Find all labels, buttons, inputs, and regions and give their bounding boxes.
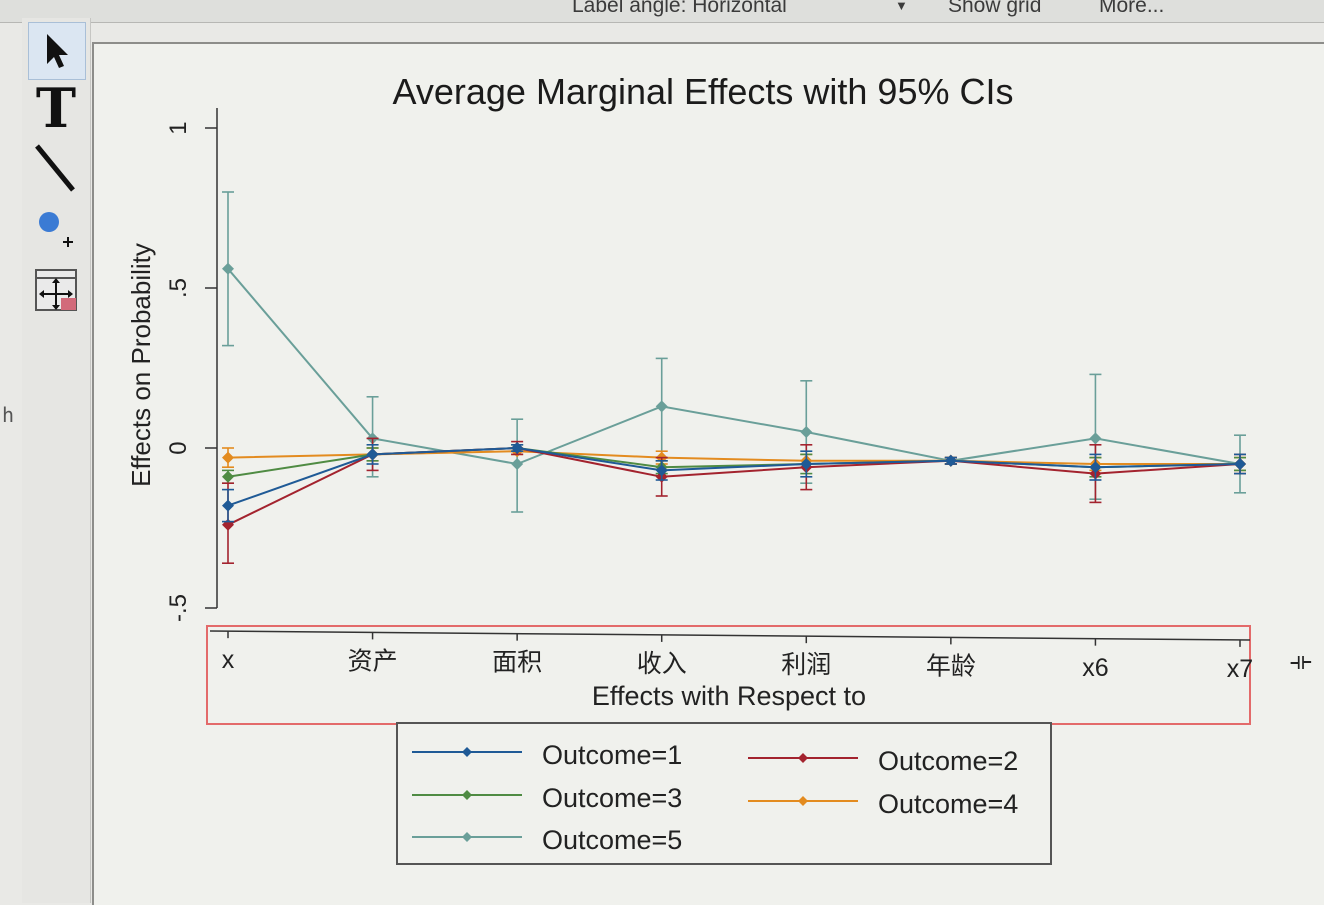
y-axis-title[interactable]: Effects on Probability bbox=[126, 243, 156, 487]
y-tick-label: 0 bbox=[165, 441, 192, 454]
x-axis-title[interactable]: Effects with Respect to bbox=[592, 681, 866, 711]
x-tick-label: x7 bbox=[1227, 655, 1253, 683]
x-tick-label: 资产 bbox=[348, 647, 398, 675]
series-line bbox=[227, 446, 1241, 507]
x-tick-label: x bbox=[222, 646, 235, 674]
series-layer bbox=[222, 191, 1246, 565]
x-tick-label: 年龄 bbox=[926, 653, 976, 681]
top-toolbar: Label angle: Horizontal ▼ Show grid More… bbox=[0, 0, 1324, 23]
show-grid-checkbox[interactable]: Show grid bbox=[948, 0, 1042, 17]
sidebar-fragment: h bbox=[2, 403, 15, 427]
marker-tool[interactable] bbox=[28, 200, 84, 256]
data-point bbox=[655, 400, 668, 413]
data-point bbox=[222, 262, 234, 275]
arrow-pointer-icon bbox=[47, 34, 68, 68]
legend-item-outcome-5[interactable]: Outcome=5 bbox=[412, 825, 682, 855]
series-outcome-1 bbox=[222, 442, 1246, 523]
x-tick-label: 利润 bbox=[781, 651, 831, 679]
data-point bbox=[222, 499, 234, 512]
legend-marker bbox=[798, 796, 808, 806]
x-tick-label: 面积 bbox=[492, 649, 542, 677]
data-point bbox=[800, 458, 813, 470]
legend-label: Outcome=5 bbox=[542, 825, 682, 855]
data-point bbox=[1089, 461, 1102, 474]
x-tick-label: 收入 bbox=[637, 650, 687, 678]
move-icon bbox=[35, 269, 77, 311]
data-point bbox=[366, 448, 379, 461]
legend-item-outcome-2[interactable]: Outcome=2 bbox=[748, 746, 1018, 776]
more-button[interactable]: More... bbox=[1099, 0, 1165, 17]
legend-label: Outcome=2 bbox=[878, 746, 1018, 776]
pointer-tool[interactable] bbox=[28, 22, 86, 80]
chart-title[interactable]: Average Marginal Effects with 95% CIs bbox=[393, 71, 1014, 112]
legend-item-outcome-4[interactable]: Outcome=4 bbox=[748, 789, 1018, 819]
data-point bbox=[944, 454, 957, 467]
y-axis-ticks: -.5 0 .5 1 bbox=[165, 121, 217, 622]
data-point bbox=[511, 458, 524, 470]
legend-marker bbox=[798, 753, 808, 763]
legend-label: Outcome=3 bbox=[542, 783, 682, 813]
x-axis-ticks: x 资产 面积 收入 利润 年龄 x6 x7 bbox=[222, 631, 1253, 683]
legend: Outcome=1 Outcome=2 Outcome=3 Outcome=4 Outc… bbox=[412, 740, 1018, 855]
resize-handle-icon[interactable]: ⟛ bbox=[1290, 648, 1312, 675]
data-point bbox=[655, 464, 668, 477]
legend-item-outcome-1[interactable]: Outcome=1 bbox=[412, 740, 682, 770]
series-line bbox=[227, 268, 1241, 466]
legend-label: Outcome=4 bbox=[878, 789, 1018, 819]
legend-marker bbox=[462, 832, 472, 842]
data-point bbox=[511, 442, 524, 454]
add-marker-icon bbox=[39, 212, 73, 247]
x-tick-label: x6 bbox=[1082, 654, 1108, 682]
text-tool[interactable]: T bbox=[28, 76, 84, 140]
legend-marker bbox=[462, 790, 472, 800]
graph-editor-toolbar: T bbox=[22, 18, 91, 903]
x-axis-line bbox=[209, 630, 1251, 641]
chevron-down-icon[interactable]: ▼ bbox=[895, 0, 908, 13]
data-point bbox=[222, 470, 234, 483]
legend-item-outcome-3[interactable]: Outcome=3 bbox=[412, 783, 682, 813]
data-point bbox=[1089, 432, 1102, 445]
data-point bbox=[222, 451, 234, 464]
line-icon bbox=[35, 144, 75, 192]
legend-marker bbox=[462, 747, 472, 757]
line-tool[interactable] bbox=[28, 140, 84, 196]
y-tick-label: -.5 bbox=[165, 594, 192, 622]
y-tick-label: .5 bbox=[165, 278, 192, 298]
data-point bbox=[800, 426, 813, 438]
text-T-icon: T bbox=[35, 76, 77, 140]
legend-box[interactable] bbox=[396, 722, 1052, 865]
legend-label: Outcome=1 bbox=[542, 740, 682, 770]
label-angle-select[interactable]: Label angle: Horizontal bbox=[572, 0, 787, 17]
data-point bbox=[1234, 458, 1246, 470]
move-tool[interactable] bbox=[28, 262, 84, 318]
y-tick-label: 1 bbox=[165, 121, 192, 134]
